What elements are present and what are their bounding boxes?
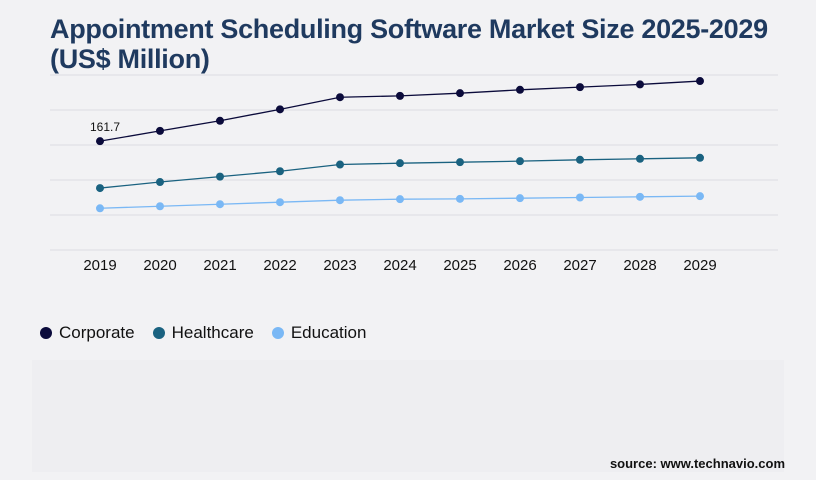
- education-data-point: [696, 192, 704, 201]
- healthcare-data-point: [636, 154, 644, 163]
- education-data-point: [276, 198, 284, 207]
- chart-title: Appointment Scheduling Software Market S…: [50, 14, 790, 74]
- x-tick-label: 2026: [503, 257, 536, 274]
- x-tick-label: 2023: [323, 257, 356, 274]
- healthcare-data-point: [336, 160, 344, 169]
- education-data-point: [336, 196, 344, 205]
- education-data-point: [576, 193, 584, 202]
- x-tick-label: 2024: [383, 257, 416, 274]
- education-data-point: [156, 202, 164, 211]
- x-tick-label: 2029: [683, 257, 716, 274]
- education-data-point: [216, 200, 224, 209]
- corporate-data-point: [696, 77, 704, 86]
- x-tick-label: 2022: [263, 257, 296, 274]
- legend-item-education: Education: [271, 323, 367, 343]
- legend-label: Corporate: [59, 323, 135, 342]
- healthcare-data-point: [156, 178, 164, 187]
- data-label: 161.7: [90, 120, 120, 134]
- legend-item-corporate: Corporate: [40, 323, 135, 343]
- chart-title-line2: (US$ Million): [50, 44, 210, 74]
- healthcare-data-point: [576, 155, 584, 164]
- corporate-data-point: [216, 116, 224, 125]
- corporate-data-point: [456, 89, 464, 98]
- legend-marker: [152, 327, 165, 339]
- chart-legend: Corporate Healthcare Education: [40, 323, 384, 343]
- x-tick-label: 2027: [563, 257, 596, 274]
- corporate-data-point: [96, 137, 104, 146]
- education-data-point: [96, 204, 104, 213]
- line-chart: 2019 2020 2021 2022 2023 2024 2025 2026 2027 2028…: [50, 74, 778, 274]
- x-tick-label: 2019: [83, 257, 116, 274]
- legend-label: Healthcare: [171, 323, 254, 342]
- healthcare-data-point: [696, 153, 704, 162]
- legend-marker: [40, 327, 52, 339]
- legend-item-healthcare: Healthcare: [152, 323, 254, 343]
- legend-marker: [271, 327, 284, 339]
- legend-label: Education: [290, 323, 367, 342]
- healthcare-data-point: [516, 157, 524, 166]
- corporate-data-point: [336, 93, 344, 102]
- corporate-data-point: [516, 85, 524, 94]
- education-data-point: [516, 194, 524, 203]
- healthcare-data-point: [456, 158, 464, 167]
- corporate-data-point: [276, 105, 284, 114]
- chart-title-line1: Appointment Scheduling Software Market S…: [50, 14, 768, 44]
- healthcare-data-point: [96, 184, 104, 193]
- healthcare-data-point: [396, 159, 404, 168]
- background-panel: [32, 360, 784, 472]
- corporate-series-line: [99, 80, 701, 142]
- healthcare-data-point: [216, 172, 224, 181]
- education-data-point: [396, 195, 404, 204]
- corporate-data-point: [576, 83, 584, 92]
- corporate-data-point: [396, 91, 404, 100]
- x-tick-label: 2025: [443, 257, 476, 274]
- healthcare-data-point: [276, 167, 284, 176]
- source-credit: source: www.technavio.com: [609, 456, 785, 471]
- x-tick-label: 2021: [203, 257, 236, 274]
- corporate-data-point: [156, 126, 164, 135]
- x-tick-label: 2020: [143, 257, 176, 274]
- x-tick-label: 2028: [623, 257, 656, 274]
- education-data-point: [456, 194, 464, 203]
- education-data-point: [636, 192, 644, 201]
- corporate-data-point: [636, 80, 644, 89]
